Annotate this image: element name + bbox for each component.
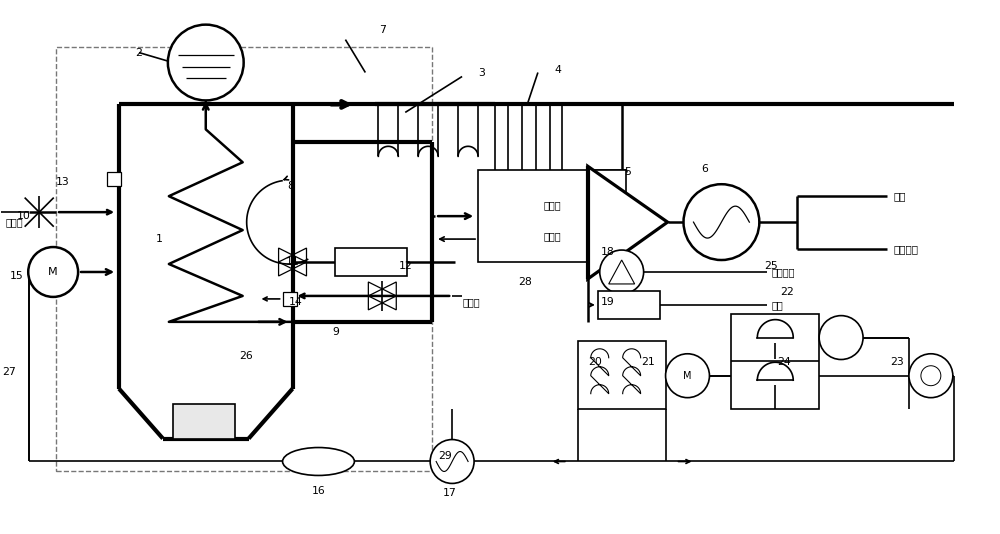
Text: 20: 20 xyxy=(588,357,602,367)
Text: 18: 18 xyxy=(601,247,615,257)
Text: 厂内用电: 厂内用电 xyxy=(894,244,919,254)
Text: 13: 13 xyxy=(56,177,70,187)
Bar xyxy=(107,172,121,186)
Polygon shape xyxy=(588,166,668,279)
Circle shape xyxy=(168,25,244,100)
Text: 厂用蒸汽: 厂用蒸汽 xyxy=(771,267,795,277)
Text: 一次风: 一次风 xyxy=(462,297,480,307)
Text: 烟气处: 烟气处 xyxy=(543,200,561,210)
Text: 26: 26 xyxy=(239,351,253,361)
Text: 21: 21 xyxy=(641,357,654,367)
Bar xyxy=(283,292,297,306)
Text: 23: 23 xyxy=(890,357,904,367)
Text: 16: 16 xyxy=(312,486,325,497)
Bar xyxy=(578,341,666,409)
Bar xyxy=(478,170,626,262)
Text: 27: 27 xyxy=(2,367,16,376)
Text: 4: 4 xyxy=(554,65,561,75)
Text: 24: 24 xyxy=(777,357,791,367)
Text: 2: 2 xyxy=(136,48,142,58)
Text: 29: 29 xyxy=(438,451,452,460)
Text: 电网: 电网 xyxy=(894,191,906,201)
Bar xyxy=(173,404,235,438)
Text: 5: 5 xyxy=(624,167,631,177)
Ellipse shape xyxy=(283,447,354,475)
Text: 14: 14 xyxy=(289,297,302,307)
Bar xyxy=(335,248,407,276)
Text: 1: 1 xyxy=(155,234,162,244)
Text: 理装置: 理装置 xyxy=(543,231,561,241)
Text: 15: 15 xyxy=(9,271,23,281)
Circle shape xyxy=(819,316,863,359)
Text: 8: 8 xyxy=(287,181,294,191)
Bar xyxy=(598,291,660,319)
Text: 10: 10 xyxy=(16,211,30,221)
Text: 17: 17 xyxy=(443,489,457,498)
Circle shape xyxy=(430,439,474,483)
Bar xyxy=(731,314,819,409)
Text: 二次风: 二次风 xyxy=(5,217,23,227)
Circle shape xyxy=(28,247,78,297)
Text: 6: 6 xyxy=(701,164,708,174)
Text: 19: 19 xyxy=(601,297,615,307)
Text: 3: 3 xyxy=(479,67,485,77)
Text: 11: 11 xyxy=(286,257,299,267)
Circle shape xyxy=(600,250,644,294)
Circle shape xyxy=(666,354,709,398)
Text: 7: 7 xyxy=(379,25,386,35)
Text: 22: 22 xyxy=(780,287,794,297)
Text: M: M xyxy=(683,371,692,381)
Text: 28: 28 xyxy=(518,277,532,287)
Text: 9: 9 xyxy=(332,327,339,337)
Text: 25: 25 xyxy=(764,261,778,271)
Circle shape xyxy=(684,184,759,260)
Text: 冷水: 冷水 xyxy=(771,300,783,310)
Circle shape xyxy=(909,354,953,398)
Text: M: M xyxy=(48,267,58,277)
Text: 12: 12 xyxy=(398,261,412,271)
